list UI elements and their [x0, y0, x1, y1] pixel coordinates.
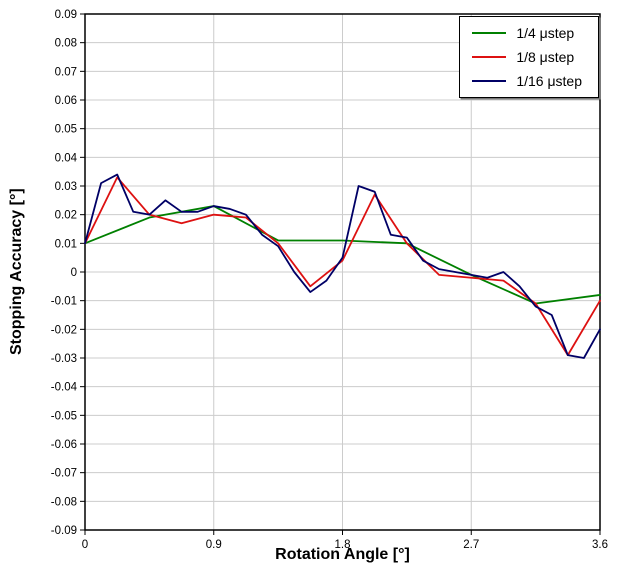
- legend: 1/4 μstep 1/8 μstep 1/16 μstep: [459, 16, 599, 98]
- svg-text:-0.04: -0.04: [51, 382, 78, 394]
- legend-line-sixteenth-step: [472, 80, 507, 82]
- svg-text:0.05: 0.05: [55, 124, 77, 136]
- svg-text:-0.09: -0.09: [51, 525, 77, 537]
- svg-text:2.7: 2.7: [463, 539, 479, 551]
- legend-label: 1/16 μstep: [516, 73, 582, 89]
- legend-label: 1/8 μstep: [516, 49, 575, 65]
- legend-item: 1/4 μstep: [472, 25, 582, 41]
- y-axis-title: Stopping Accuracy [°]: [8, 188, 25, 356]
- svg-text:0.08: 0.08: [55, 38, 77, 50]
- svg-text:0.9: 0.9: [206, 539, 222, 551]
- svg-text:-0.08: -0.08: [51, 496, 77, 508]
- svg-text:-0.05: -0.05: [51, 410, 77, 422]
- svg-text:1.8: 1.8: [335, 539, 351, 551]
- svg-text:0.01: 0.01: [55, 238, 77, 250]
- svg-text:0.02: 0.02: [55, 210, 77, 222]
- svg-text:-0.02: -0.02: [51, 324, 77, 336]
- svg-text:0.06: 0.06: [55, 95, 77, 107]
- svg-text:3.6: 3.6: [592, 539, 608, 551]
- svg-text:-0.01: -0.01: [51, 296, 77, 308]
- legend-line-eighth-step: [472, 56, 507, 58]
- legend-line-quarter-step: [472, 32, 507, 34]
- svg-text:-0.03: -0.03: [51, 353, 77, 365]
- legend-item: 1/8 μstep: [472, 49, 582, 65]
- svg-text:-0.07: -0.07: [51, 468, 77, 480]
- svg-text:0.09: 0.09: [55, 9, 77, 21]
- legend-label: 1/4 μstep: [516, 25, 575, 41]
- x-axis-title: Rotation Angle [°]: [275, 546, 410, 563]
- svg-text:0.03: 0.03: [55, 181, 77, 193]
- svg-text:0.07: 0.07: [55, 66, 77, 78]
- svg-text:-0.06: -0.06: [51, 439, 77, 451]
- svg-text:0.04: 0.04: [55, 152, 78, 164]
- legend-item: 1/16 μstep: [472, 73, 582, 89]
- svg-text:0: 0: [71, 267, 77, 279]
- svg-text:0: 0: [82, 539, 88, 551]
